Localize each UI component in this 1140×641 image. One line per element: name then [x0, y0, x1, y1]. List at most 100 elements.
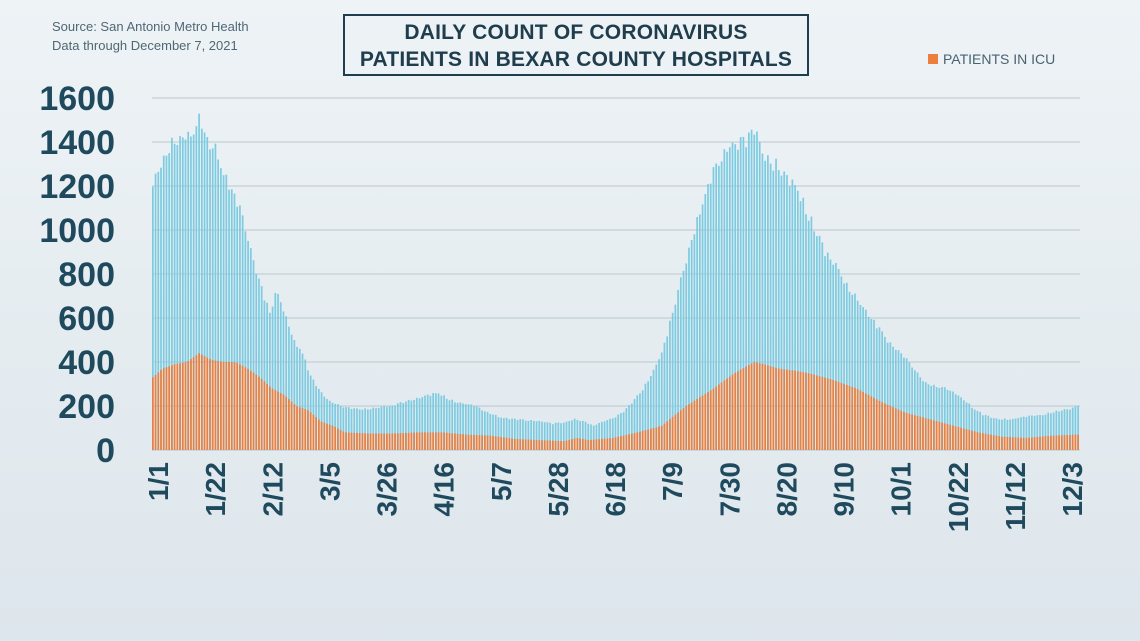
icu-patients-bar: [622, 435, 625, 450]
icu-patients-bar: [884, 403, 886, 450]
icu-patients-bar: [328, 424, 331, 450]
icu-patients-bar: [1071, 434, 1074, 450]
total-patients-bar: [1047, 412, 1050, 450]
icu-patients-bar: [584, 439, 587, 450]
total-patients-bar: [353, 408, 356, 450]
icu-patients-bar: [726, 378, 728, 450]
total-patients-bar: [467, 404, 470, 450]
title-line-2: PATIENTS IN BEXAR COUNTY HOSPITALS: [359, 48, 793, 71]
icu-patients-bar: [435, 432, 437, 450]
total-patients-bar: [881, 331, 884, 450]
icu-patients-bar: [505, 437, 508, 450]
total-patients-bar: [478, 407, 481, 450]
icu-patients-bar: [816, 375, 818, 450]
total-patients-bar: [987, 415, 990, 450]
icu-patients-bar: [315, 417, 317, 450]
total-patients-bar: [475, 406, 478, 450]
icu-patients-bar: [712, 388, 715, 450]
total-patients-bar: [707, 183, 709, 450]
total-patients-bar: [568, 420, 571, 450]
total-patients-bar: [824, 256, 826, 450]
icu-patients-bar: [913, 415, 916, 450]
icu-patients-bar: [644, 430, 647, 450]
total-patients-bar: [435, 393, 437, 450]
total-patients-bar: [220, 168, 222, 450]
total-patients-bar: [796, 190, 799, 450]
total-patients-bar: [674, 304, 677, 450]
total-patients-bar: [922, 381, 924, 450]
total-patients-bar: [266, 302, 268, 450]
total-patients-bar: [924, 382, 927, 450]
total-patients-bar: [1055, 410, 1058, 450]
icu-patients-bar: [222, 362, 225, 450]
total-patients-bar: [734, 144, 737, 451]
total-patients-bar: [862, 307, 864, 450]
x-tick-label: 3/26: [372, 462, 403, 517]
total-patients-bar: [601, 421, 603, 450]
total-patients-bar: [933, 384, 935, 450]
total-patients-bar: [165, 155, 168, 450]
total-patients-bar: [731, 142, 734, 450]
icu-patients-bar: [347, 432, 350, 450]
icu-patients-bar: [171, 365, 173, 450]
icu-patients-bar: [780, 368, 783, 450]
icu-patients-bar: [508, 438, 511, 450]
icu-patients-bar: [805, 372, 807, 450]
total-patients-bar: [726, 151, 728, 450]
icu-patients-bar: [1044, 436, 1047, 450]
icu-patients-bar: [271, 388, 274, 450]
legend: PATIENTS IN ICU: [928, 51, 1055, 67]
total-patients-bar: [805, 214, 807, 450]
icu-patients-bar: [943, 423, 946, 450]
icu-patients-bar: [176, 363, 179, 450]
icu-patients-bar: [671, 416, 674, 450]
total-patients-bar: [889, 342, 892, 450]
icu-patients-bar: [301, 408, 304, 450]
icu-patients-bar: [663, 423, 666, 450]
total-patients-bar: [903, 357, 905, 450]
icu-patients-bar: [399, 433, 402, 450]
total-patients-bar: [943, 387, 946, 450]
icu-patients-bar: [1066, 435, 1069, 450]
total-patients-bar: [184, 139, 187, 451]
total-patients-bar: [1033, 415, 1036, 450]
icu-patients-bar: [818, 376, 821, 450]
icu-patients-bar: [758, 363, 761, 450]
total-patients-bar: [979, 411, 981, 450]
total-patients-bar: [1077, 406, 1079, 450]
total-patients-bar: [519, 419, 522, 450]
total-patients-bar: [241, 215, 244, 450]
total-patients-bar: [445, 398, 448, 450]
icu-patients-bar: [326, 423, 328, 450]
icu-patients-bar: [198, 353, 200, 450]
total-patients-bar: [209, 149, 211, 450]
total-patients-bar: [747, 132, 750, 451]
icu-patients-bar: [666, 421, 669, 450]
icu-patients-bar: [924, 418, 927, 450]
icu-patients-bar: [938, 421, 941, 450]
x-tick-label: 6/18: [600, 462, 631, 517]
icu-patients-bar: [894, 408, 897, 450]
icu-patients-bar: [1060, 435, 1063, 450]
icu-patients-bar: [339, 429, 342, 450]
total-patients-bar: [413, 399, 415, 450]
icu-patients-bar: [1047, 435, 1050, 450]
total-patients-bar: [255, 273, 258, 450]
icu-patients-bar: [802, 372, 805, 450]
icu-patients-bar: [533, 439, 535, 450]
total-patients-bar: [337, 404, 339, 450]
icu-patients-bar: [658, 426, 660, 450]
icu-patients-bar: [429, 432, 432, 450]
icu-patients-bar: [475, 435, 478, 450]
total-patients-bar: [277, 293, 279, 450]
icu-patients-bar: [628, 434, 630, 450]
icu-patients-bar: [494, 436, 497, 450]
total-patients-bar: [769, 163, 772, 450]
total-patients-bar: [669, 320, 671, 450]
icu-patients-bar: [1011, 437, 1014, 450]
icu-patients-bar: [701, 395, 704, 450]
total-patients-bar: [171, 137, 173, 450]
icu-patients-bar: [990, 434, 992, 450]
total-patients-bar: [437, 393, 440, 450]
